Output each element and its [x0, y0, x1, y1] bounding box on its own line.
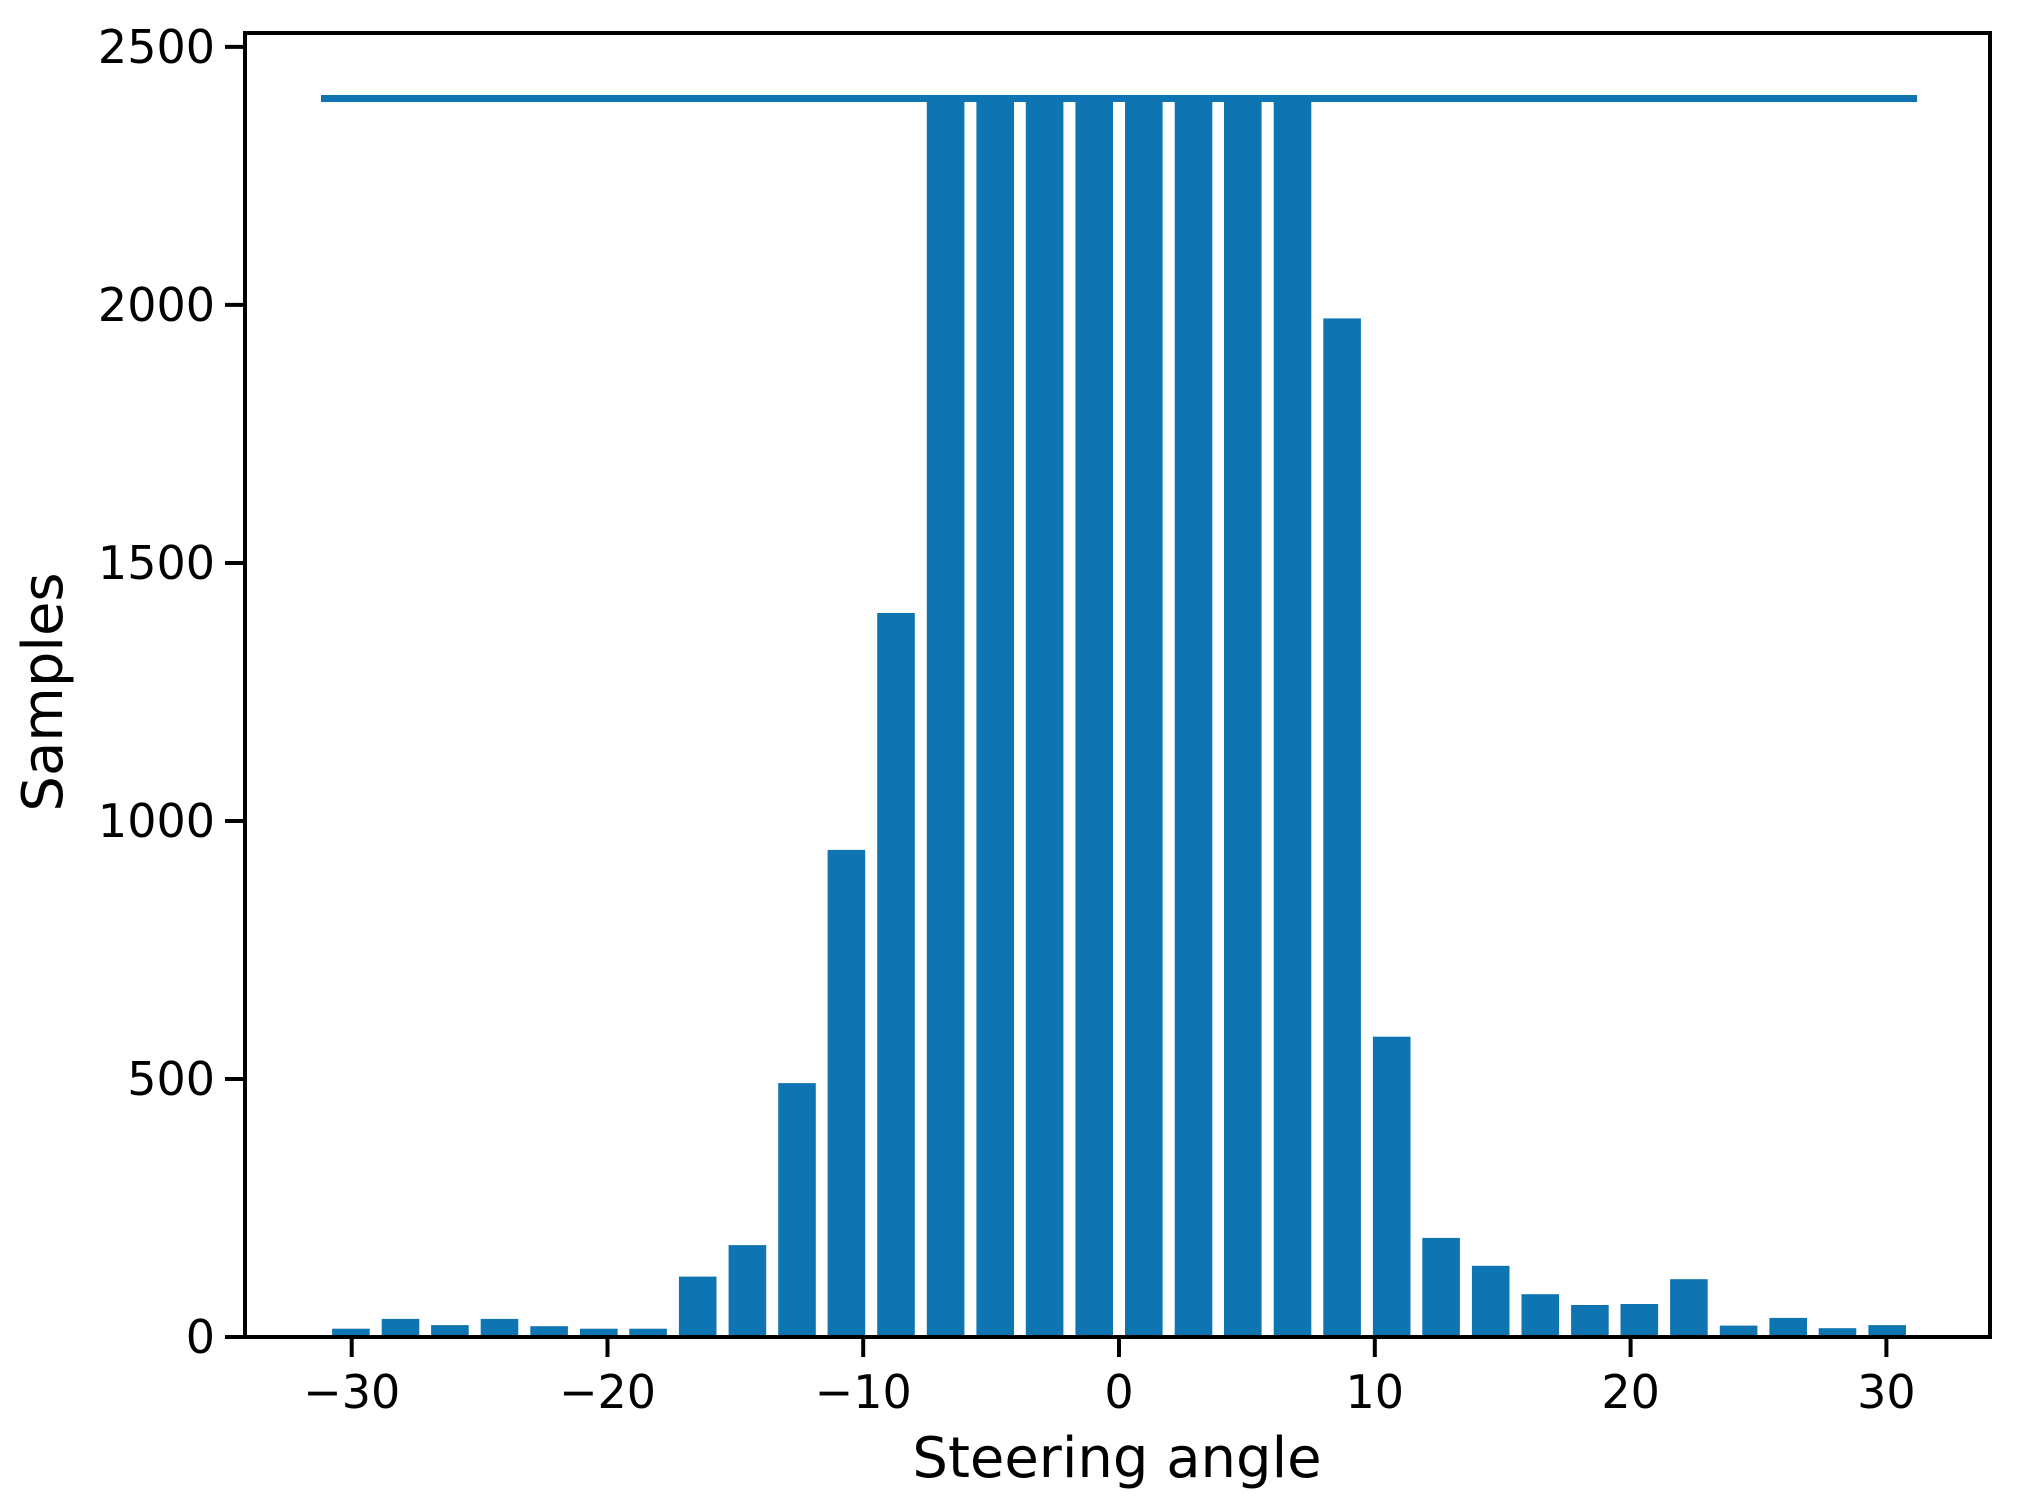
bar — [1372, 1036, 1411, 1337]
bar — [1670, 1279, 1708, 1337]
bar — [1174, 98, 1213, 1337]
bar — [332, 1328, 370, 1337]
y-tick-label: 2000 — [98, 278, 215, 332]
y-axis-title: Samples — [11, 572, 76, 811]
bar — [926, 98, 965, 1337]
y-tick-label: 1500 — [98, 536, 215, 590]
bar — [1471, 1265, 1510, 1337]
x-tick-label: 0 — [1104, 1365, 1133, 1419]
bar — [1868, 1325, 1906, 1337]
bar — [480, 1318, 519, 1337]
bar — [381, 1318, 420, 1337]
bar — [530, 1326, 568, 1337]
bar — [1025, 98, 1064, 1337]
y-tick-label: 1000 — [98, 794, 215, 848]
bar — [1323, 318, 1361, 1337]
bar — [1818, 1328, 1857, 1337]
y-tick-label: 0 — [186, 1310, 215, 1364]
x-tick-label: 30 — [1857, 1365, 1916, 1419]
bar — [877, 613, 915, 1337]
y-tick-label: 500 — [127, 1052, 215, 1106]
bar — [1620, 1304, 1659, 1337]
bar — [1521, 1294, 1560, 1337]
bar — [629, 1328, 667, 1337]
x-tick-label: 20 — [1601, 1365, 1660, 1419]
y-tick-label: 2500 — [98, 20, 215, 74]
x-axis-title: Steering angle — [912, 1426, 1321, 1491]
bar — [976, 98, 1014, 1337]
x-tick-label: 10 — [1346, 1365, 1405, 1419]
x-tick-label: −20 — [559, 1365, 656, 1419]
bars-layer — [332, 98, 1906, 1337]
bar — [431, 1325, 469, 1337]
bar — [1125, 98, 1163, 1337]
bar — [728, 1245, 767, 1337]
bar — [1422, 1237, 1460, 1337]
bar — [1719, 1325, 1758, 1337]
bar — [1224, 98, 1262, 1337]
bar — [580, 1328, 618, 1337]
bar — [778, 1083, 816, 1337]
x-tick-label: −10 — [815, 1365, 912, 1419]
bar — [1571, 1305, 1609, 1337]
bar — [1075, 98, 1113, 1337]
bar — [1769, 1317, 1807, 1337]
bar — [1273, 98, 1312, 1337]
bar — [827, 849, 866, 1337]
axes-layer: −30 −20 −10 0 10 20 30 0 500 1000 1500 2000 2500 — [98, 20, 1992, 1419]
x-tick-label: −30 — [303, 1365, 400, 1419]
bar — [678, 1276, 717, 1337]
plot-border — [243, 31, 1992, 1339]
